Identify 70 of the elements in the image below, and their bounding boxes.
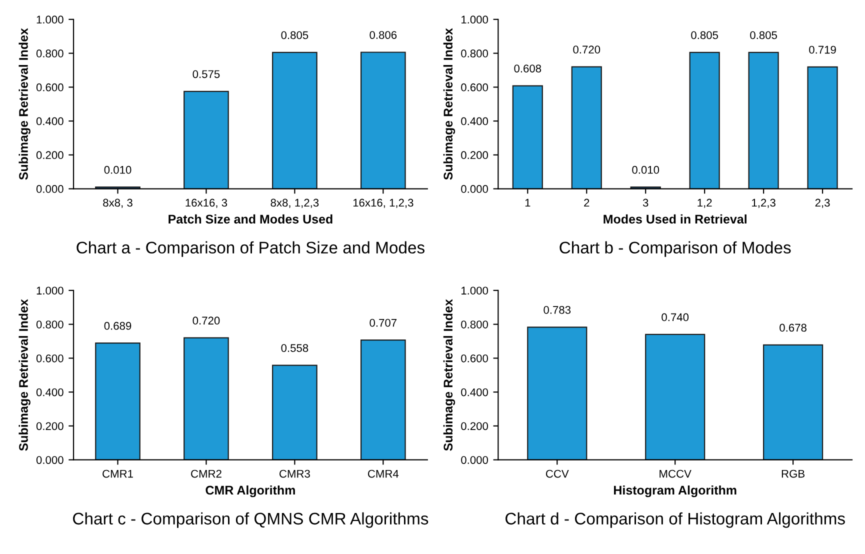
x-tick-label: 16x16, 1,2,3 bbox=[353, 198, 414, 208]
data-label: 0.707 bbox=[370, 318, 396, 327]
data-label: 0.806 bbox=[370, 31, 397, 39]
data-label: 0.608 bbox=[514, 64, 542, 72]
y-tick-label: 0.600 bbox=[461, 83, 488, 92]
y-tick-label: 0.000 bbox=[36, 185, 64, 193]
y-axis-title: Subimage Retrieval Index bbox=[18, 299, 30, 451]
y-tick-label: 1.000 bbox=[461, 286, 488, 295]
data-label: 0.805 bbox=[691, 31, 718, 40]
text: Chart d - Comparison of Histogram Algorithms bbox=[506, 512, 845, 528]
x-axis-title: Histogram Algorithm bbox=[614, 485, 736, 498]
x-tick-label: CMR1 bbox=[102, 470, 133, 478]
x-axis-title: Modes Used in Retrieval bbox=[604, 214, 746, 224]
data-label: 0.783 bbox=[544, 306, 571, 314]
y-tick-label: 0.800 bbox=[461, 320, 488, 328]
data-label: 0.805 bbox=[750, 31, 777, 40]
x-tick-label: CMR3 bbox=[280, 470, 310, 478]
y-tick-label: 0.200 bbox=[36, 422, 64, 430]
x-tick-label: 1 bbox=[525, 198, 530, 207]
x-tick-label: 2 bbox=[584, 198, 590, 207]
x-axis-title: Patch Size and Modes Used bbox=[168, 214, 332, 224]
x-tick-label: CCV bbox=[546, 470, 569, 478]
text: Chart c - Comparison of QMNS CMR Algorithms bbox=[73, 512, 428, 528]
y-tick-label: 0.800 bbox=[36, 320, 64, 328]
y-tick-label: 0.400 bbox=[461, 388, 488, 396]
x-axis-title: CMR Algorithm bbox=[206, 485, 295, 498]
data-label: 0.010 bbox=[632, 166, 660, 174]
text: Chart a - Comparison of Patch Size and Modes bbox=[76, 241, 424, 257]
x-tick-label: 1,2,3 bbox=[752, 198, 776, 208]
x-tick-label: 8x8, 3 bbox=[103, 198, 132, 208]
y-axis-title: Subimage Retrieval Index bbox=[443, 28, 456, 180]
x-tick-label: CMR2 bbox=[191, 470, 222, 478]
x-tick-label: 8x8, 1,2,3 bbox=[270, 198, 319, 208]
x-tick-label: 3 bbox=[642, 198, 648, 207]
y-tick-label: 1.000 bbox=[461, 16, 488, 24]
data-label: 0.010 bbox=[104, 166, 132, 174]
y-tick-label: 0.600 bbox=[36, 83, 64, 92]
data-label: 0.719 bbox=[809, 46, 836, 54]
data-label: 0.720 bbox=[192, 316, 220, 325]
y-tick-label: 0.400 bbox=[36, 388, 64, 396]
y-tick-label: 0.200 bbox=[461, 422, 488, 430]
y-axis-title: Subimage Retrieval Index bbox=[18, 28, 30, 180]
x-tick-label: 16x16, 3 bbox=[186, 198, 228, 208]
y-tick-label: 0.800 bbox=[36, 50, 64, 58]
data-label: 0.805 bbox=[281, 31, 308, 40]
y-tick-label: 0.400 bbox=[36, 117, 64, 126]
data-label: 0.575 bbox=[192, 70, 220, 78]
y-tick-label: 0.600 bbox=[36, 354, 64, 362]
x-tick-label: MCCV bbox=[660, 470, 692, 478]
y-tick-label: 0.200 bbox=[36, 151, 64, 160]
data-label: 0.740 bbox=[662, 313, 689, 322]
y-tick-label: 0.000 bbox=[461, 185, 488, 193]
x-tick-label: 2,3 bbox=[815, 198, 830, 208]
data-label: 0.720 bbox=[573, 46, 600, 54]
y-tick-label: 0.400 bbox=[461, 117, 488, 126]
x-tick-label: 1,2 bbox=[698, 198, 712, 208]
text: Chart b - Comparison of Modes bbox=[560, 241, 791, 257]
x-tick-label: RGB bbox=[782, 470, 804, 478]
y-tick-label: 1.000 bbox=[36, 286, 64, 295]
y-tick-label: 0.000 bbox=[36, 456, 64, 464]
y-tick-label: 1.000 bbox=[36, 16, 64, 24]
y-tick-label: 0.800 bbox=[461, 50, 488, 58]
data-label: 0.558 bbox=[281, 344, 308, 352]
y-tick-label: 0.600 bbox=[461, 354, 488, 362]
y-tick-label: 0.200 bbox=[461, 151, 488, 160]
y-tick-label: 0.000 bbox=[461, 456, 488, 464]
x-tick-label: CMR4 bbox=[368, 470, 399, 478]
data-label: 0.689 bbox=[104, 322, 132, 330]
y-axis-title: Subimage Retrieval Index bbox=[443, 299, 456, 451]
data-label: 0.678 bbox=[780, 324, 806, 332]
